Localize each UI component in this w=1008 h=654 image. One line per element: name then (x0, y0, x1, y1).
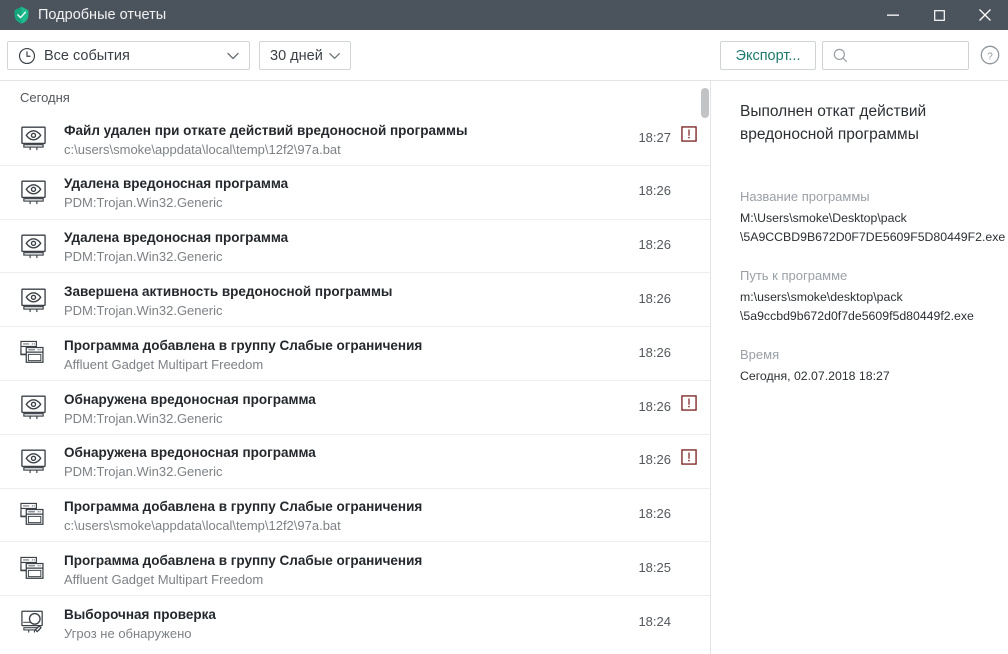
svg-text:?: ? (987, 52, 993, 63)
